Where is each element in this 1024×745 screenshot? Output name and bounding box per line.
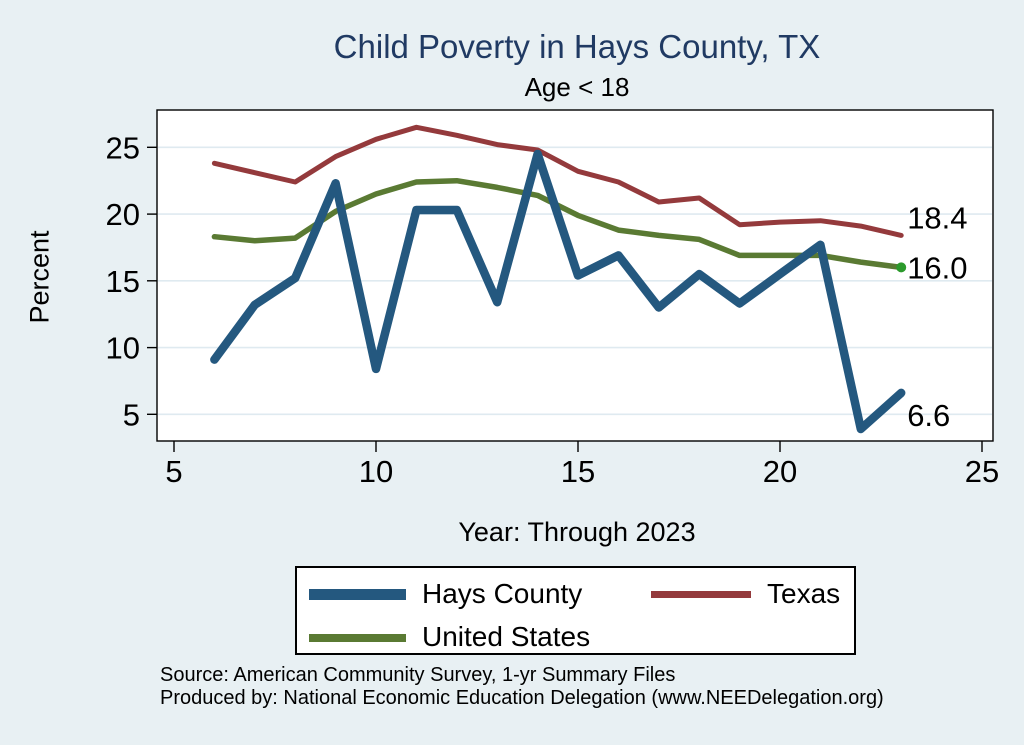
source-note: Source: American Community Survey, 1-yr … [160, 664, 884, 710]
legend-key-united-states [309, 634, 406, 642]
legend: Hays County Texas United States [295, 566, 856, 655]
tick-label-x-5: 5 [165, 454, 182, 489]
legend-key-texas [651, 591, 751, 598]
legend-key-hays-county [309, 589, 406, 600]
source-line-1: Source: American Community Survey, 1-yr … [160, 664, 676, 686]
tick-label-x-15: 15 [561, 454, 595, 489]
tick-label-x-10: 10 [359, 454, 393, 489]
legend-label-hays-county: Hays County [422, 578, 583, 609]
series-line-texas [211, 124, 904, 238]
tick-label-y-10: 10 [106, 331, 140, 366]
chart-title: Child Poverty in Hays County, TX [333, 28, 821, 65]
end-label-united-states: 16.0 [907, 250, 967, 285]
plot-border [156, 109, 994, 442]
tick-label-y-20: 20 [106, 197, 140, 232]
end-label-hays-county: 6.6 [907, 398, 950, 433]
tick-label-y-15: 15 [106, 264, 140, 299]
legend-label-united-states: United States [422, 621, 591, 652]
chart-subtitle: Age < 18 [524, 72, 630, 102]
x-axis-title: Year: Through 2023 [458, 517, 696, 547]
series-line-hays-county [210, 149, 906, 434]
end-marker-united-states [896, 262, 907, 273]
tick-label-x-20: 20 [763, 454, 797, 489]
end-label-texas: 18.4 [907, 200, 967, 235]
legend-label-texas: Texas [767, 578, 841, 609]
source-line-2: Produced by: National Economic Education… [160, 687, 884, 709]
tick-label-y-5: 5 [123, 397, 140, 432]
tick-label-y-25: 25 [106, 130, 140, 165]
tick-label-x-25: 25 [965, 454, 999, 489]
